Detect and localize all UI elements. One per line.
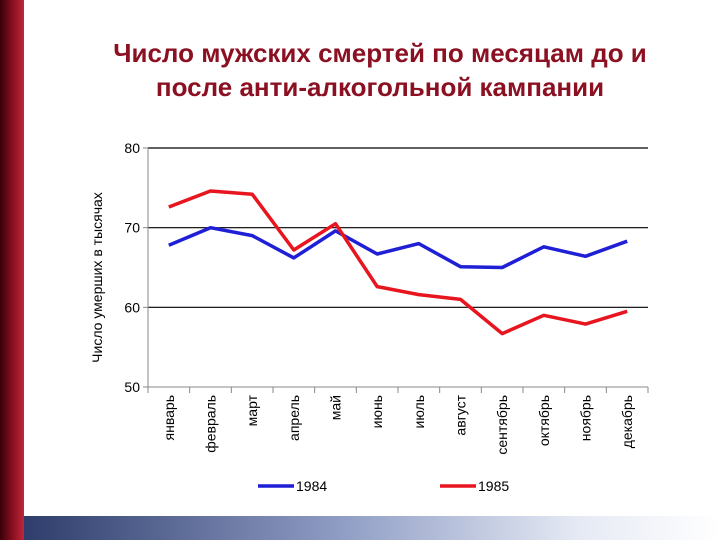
x-tick-labels: январь февраль март апрель май июнь июль август… bbox=[161, 394, 635, 454]
x-tick-label-3: апрель bbox=[286, 395, 302, 441]
series-line-1985 bbox=[168, 189, 628, 336]
x-tick-label-4: май bbox=[328, 395, 344, 420]
axes bbox=[143, 147, 649, 393]
bottom-decor-bar bbox=[24, 516, 720, 540]
x-tick-label-0: январь bbox=[161, 395, 177, 440]
legend: 1984 1985 bbox=[258, 478, 509, 494]
x-tick-label-6: июль bbox=[411, 395, 427, 428]
y-tick-labels: 50 60 70 80 bbox=[124, 140, 140, 395]
y-axis-label: Число умерших в тысячах bbox=[89, 192, 105, 363]
slide-title: Число мужских смертей по месяцам до и по… bbox=[113, 38, 647, 102]
y-tick-label-1: 60 bbox=[124, 299, 140, 315]
legend-label-1985: 1985 bbox=[478, 478, 509, 494]
x-tick-label-1: февраль bbox=[203, 395, 219, 453]
x-tick-label-11: декабрь bbox=[619, 395, 635, 448]
x-tick-label-9: октябрь bbox=[536, 395, 552, 446]
x-tick-label-5: июнь bbox=[369, 395, 385, 428]
grid-lines bbox=[148, 147, 648, 308]
y-tick-label-2: 70 bbox=[124, 220, 140, 236]
x-tick-label-7: август bbox=[453, 394, 469, 435]
x-tick-label-10: ноябрь bbox=[578, 395, 594, 441]
x-tick-label-8: сентябрь bbox=[494, 395, 510, 455]
y-tick-label-0: 50 bbox=[124, 379, 140, 395]
y-tick-label-3: 80 bbox=[124, 140, 140, 156]
x-tick-label-2: март bbox=[244, 394, 260, 426]
legend-label-1984: 1984 bbox=[296, 478, 327, 494]
series-lines bbox=[168, 189, 628, 336]
left-decor-bar bbox=[0, 0, 24, 540]
series-line-1984 bbox=[168, 225, 628, 270]
